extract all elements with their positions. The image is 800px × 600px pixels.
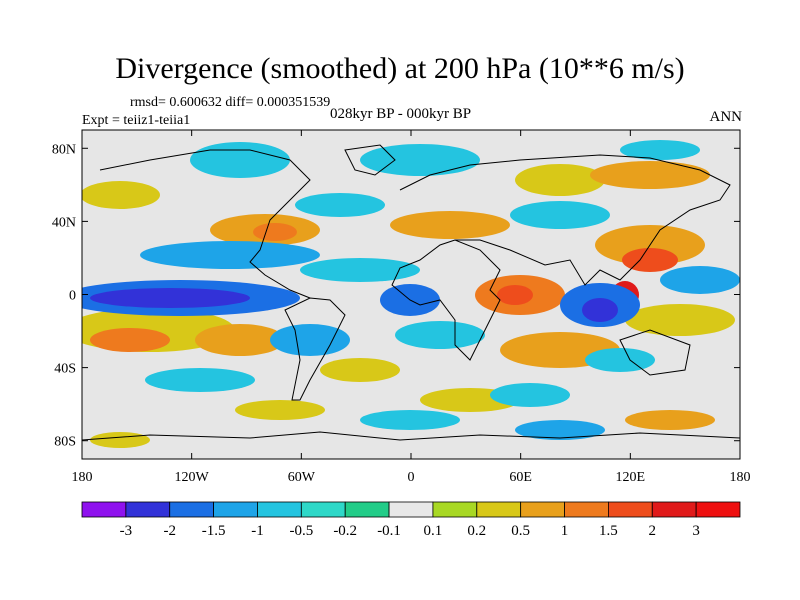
x-tick-label: 60W [288, 470, 316, 485]
colorbar-label: -0.1 [377, 523, 401, 539]
colorbar-label: 0.2 [467, 523, 486, 539]
colorbar-swatch [213, 501, 258, 518]
colorbar-label: 2 [649, 523, 657, 539]
x-tick-label: 120W [175, 470, 210, 485]
colorbar-swatch [695, 501, 741, 518]
colorbar-swatch [432, 501, 478, 518]
map-ticks: 180 120W 60W 0 60E 120E 180 80N 40N 0 40S 80S [52, 130, 751, 485]
x-tick-label: 180 [730, 470, 751, 485]
colorbar-swatch [520, 501, 565, 518]
stats-text: rmsd= 0.600632 diff= 0.000351539 [130, 95, 331, 110]
colorbar-label: 3 [692, 523, 700, 539]
colorbar-label: 1.5 [599, 523, 618, 539]
colorbar-label: -1 [251, 523, 264, 539]
period-label: 028kyr BP - 000kyr BP [330, 106, 472, 122]
coastlines [82, 144, 740, 441]
colorbar-swatch [344, 501, 390, 518]
colorbar: -3 -2 -1.5 -1 -0.5 -0.2 -0.1 0.1 0.2 0.5 1 1.5 2 3 [81, 501, 741, 539]
colorbar-label: -3 [120, 523, 133, 539]
y-tick-label: 80N [52, 142, 76, 157]
colorbar-label: -2 [163, 523, 176, 539]
colorbar-swatch [125, 501, 171, 518]
x-tick-label: 60E [509, 470, 532, 485]
experiment-label: Expt = teiiz1-teiia1 [82, 113, 191, 128]
y-tick-label: 40S [54, 362, 76, 377]
x-tick-label: 0 [408, 470, 415, 485]
colorbar-swatch [300, 501, 346, 518]
colorbar-label: 1 [561, 523, 569, 539]
x-tick-label: 120E [616, 470, 646, 485]
colorbar-label: -1.5 [202, 523, 226, 539]
colorbar-label: 0.5 [511, 523, 530, 539]
colorbar-swatch [388, 501, 434, 518]
colorbar-label: 0.1 [424, 523, 443, 539]
y-tick-label: 80S [54, 435, 76, 450]
colorbar-label: -0.2 [333, 523, 357, 539]
season-label: ANN [709, 109, 743, 125]
colorbar-swatch [608, 501, 653, 518]
colorbar-swatch [476, 501, 522, 518]
colorbar-label: -0.5 [289, 523, 313, 539]
colorbar-swatch [81, 501, 127, 518]
colorbar-swatch [564, 501, 609, 518]
x-tick-label: 180 [72, 470, 93, 485]
colorbar-swatch [651, 501, 697, 518]
y-tick-label: 0 [69, 289, 76, 304]
colorbar-swatch [257, 501, 302, 518]
chart-title: Divergence (smoothed) at 200 hPa (10**6 … [115, 52, 685, 85]
y-tick-label: 40N [52, 215, 76, 230]
colorbar-swatch [169, 501, 215, 518]
